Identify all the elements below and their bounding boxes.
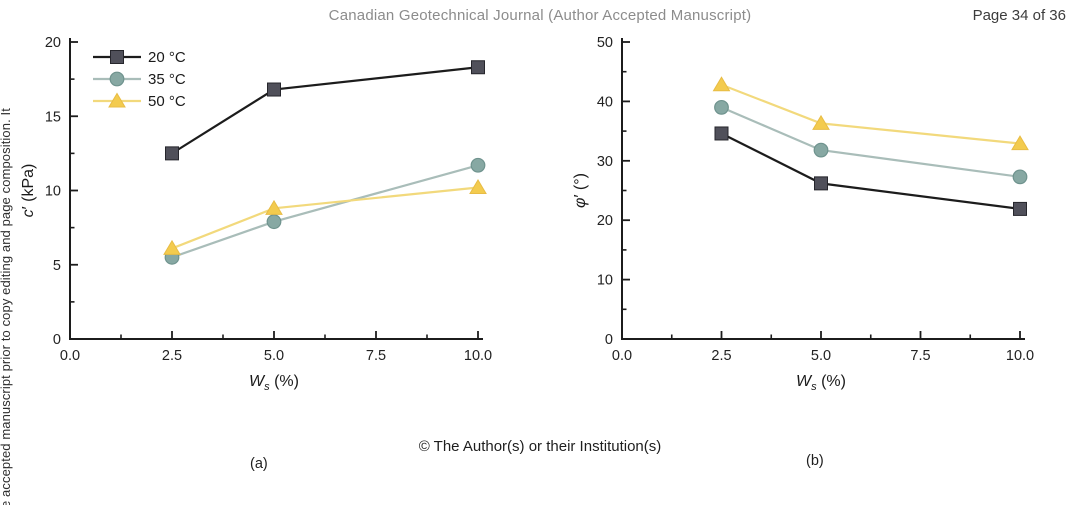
data-point-square xyxy=(814,176,828,191)
series-line-50°C xyxy=(721,83,1021,145)
y-tick-label: 0 xyxy=(53,332,61,348)
subfigure-label-b: (b) xyxy=(806,453,824,469)
x-tick-label: 5.0 xyxy=(264,348,284,364)
y-tick-label: 40 xyxy=(597,94,613,110)
data-point-circle xyxy=(1012,169,1028,185)
x-tick-label: 2.5 xyxy=(711,348,731,364)
y-tick-label: 10 xyxy=(597,273,613,289)
y-axis-label-a: c′ (kPa) xyxy=(20,164,37,218)
y-tick-label: 0 xyxy=(605,332,613,348)
x-tick-label: 5.0 xyxy=(811,348,831,364)
legend-marker-triangle xyxy=(108,92,126,108)
page-indicator: Page 34 of 36 xyxy=(972,7,1066,24)
x-axis-label-b: Ws (%) xyxy=(796,373,846,393)
data-point-square xyxy=(471,60,485,75)
x-tick-label: 7.5 xyxy=(366,348,386,364)
legend-marker-square xyxy=(110,50,124,64)
y-tick-label: 50 xyxy=(597,35,613,51)
legend-label: 20 °C xyxy=(148,49,186,66)
y-tick-label: 20 xyxy=(45,35,61,51)
data-point-circle xyxy=(266,214,282,230)
chart-b: 0.0 2.5 5.0 7.5 10.0 0 10 20 30 40 50 Ws (%) φ′ (°) xyxy=(572,35,1034,393)
x-tick-label: 0.0 xyxy=(60,348,80,364)
data-point-triangle xyxy=(163,239,181,255)
legend-marker-circle xyxy=(109,71,125,87)
data-point-triangle xyxy=(265,199,283,215)
x-tick-label: 2.5 xyxy=(162,348,182,364)
legend-a: 20 °C 35 °C 50 °C xyxy=(93,49,186,110)
x-tick-label: 7.5 xyxy=(910,348,930,364)
data-point-square xyxy=(165,146,179,161)
series-line-35°C xyxy=(171,164,479,259)
series-line-35°C xyxy=(721,106,1021,178)
data-point-triangle xyxy=(1011,135,1029,151)
data-point-square xyxy=(1013,201,1027,216)
y-tick-label: 15 xyxy=(45,109,61,125)
data-point-triangle xyxy=(812,114,830,130)
data-point-triangle xyxy=(712,76,731,92)
data-point-square xyxy=(267,82,281,97)
journal-header: Canadian Geotechnical Journal (Author Ac… xyxy=(328,7,752,24)
data-point-circle xyxy=(470,157,486,173)
copyright-notice: © The Author(s) or their Institution(s) xyxy=(418,438,662,455)
y-tick-label: 20 xyxy=(597,213,613,229)
y-axis-label-b: φ′ (°) xyxy=(572,173,589,208)
x-tick-label: 0.0 xyxy=(612,348,632,364)
y-tick-label: 10 xyxy=(45,184,61,200)
chart-a: 0.0 2.5 5.0 7.5 10.0 0 5 10 15 20 Ws (%) c′ (kPa) 20… xyxy=(20,35,492,393)
series-line-50°C xyxy=(171,186,479,250)
data-point-circle xyxy=(714,99,729,115)
data-point-triangle xyxy=(469,179,487,195)
series-line-20°C xyxy=(171,66,479,155)
x-axis-label-a: Ws (%) xyxy=(249,373,299,393)
data-point-square xyxy=(714,126,729,141)
y-tick-label: 5 xyxy=(53,258,61,274)
x-tick-label: 10.0 xyxy=(464,348,492,364)
legend-label: 35 °C xyxy=(148,71,186,88)
legend-label: 50 °C xyxy=(148,93,186,110)
subfigure-label-a: (a) xyxy=(250,456,268,472)
data-point-circle xyxy=(813,142,829,158)
x-tick-label: 10.0 xyxy=(1006,348,1034,364)
y-tick-label: 30 xyxy=(597,154,613,170)
